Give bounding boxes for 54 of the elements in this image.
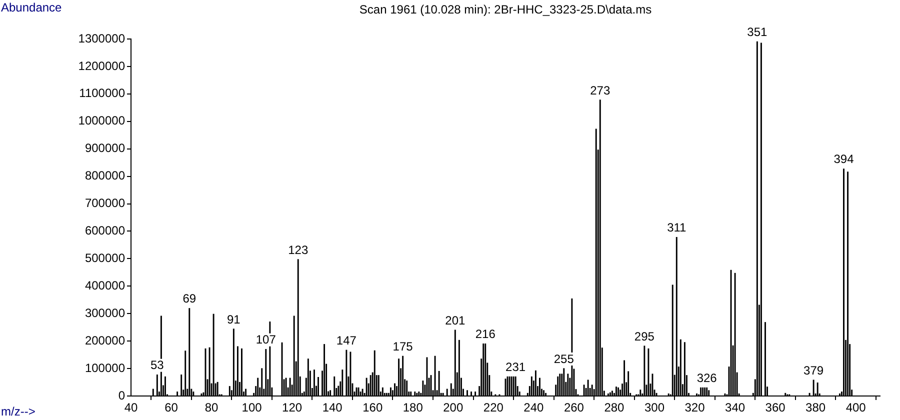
x-tick-label: 40 bbox=[124, 400, 138, 415]
y-tick-label: 800000 bbox=[84, 168, 126, 183]
x-tick-label: 280 bbox=[604, 400, 625, 415]
y-tick-label: 100000 bbox=[84, 360, 126, 375]
annotation: 201 bbox=[445, 313, 466, 328]
annotation: 147 bbox=[336, 333, 357, 348]
y-tick-label: 600000 bbox=[84, 224, 126, 238]
y-tick-label: 1200000 bbox=[78, 58, 126, 73]
x-tick-label: 100 bbox=[242, 400, 262, 415]
annotation: 231 bbox=[506, 360, 526, 374]
annotation: 295 bbox=[634, 329, 655, 344]
y-tick-label: 500000 bbox=[84, 251, 126, 266]
x-tick-label: 360 bbox=[765, 400, 786, 415]
x-tick-label: 340 bbox=[725, 400, 746, 415]
x-tick-label: 400 bbox=[846, 400, 866, 415]
annotation: 326 bbox=[696, 371, 718, 386]
x-tick-label: 220 bbox=[483, 400, 504, 415]
annotation: 107 bbox=[256, 332, 276, 347]
x-tick-label: 160 bbox=[362, 400, 383, 415]
x-tick-label: 80 bbox=[204, 400, 219, 415]
annotation: 175 bbox=[392, 339, 414, 354]
x-tick-label: 240 bbox=[524, 400, 544, 415]
x-tick-label: 380 bbox=[806, 400, 826, 415]
y-tick-label: 400000 bbox=[84, 278, 126, 292]
annotation: 53 bbox=[150, 358, 164, 372]
annotation: 379 bbox=[804, 363, 824, 378]
y-tick-label: 1000000 bbox=[78, 114, 126, 128]
y-axis-title: Abundance bbox=[1, 0, 62, 14]
annotation: 216 bbox=[475, 327, 496, 342]
annotation: 69 bbox=[182, 292, 196, 306]
x-tick-label: 180 bbox=[402, 400, 424, 415]
y-tick-label: 200000 bbox=[84, 333, 126, 348]
x-tick-label: 60 bbox=[164, 400, 178, 415]
annotation: 91 bbox=[227, 312, 241, 326]
annotation: 273 bbox=[590, 83, 610, 98]
y-tick-label: 1100000 bbox=[79, 86, 126, 100]
y-tick-label: 0 bbox=[118, 388, 126, 402]
y-tick-label: 300000 bbox=[84, 306, 126, 320]
annotation: 394 bbox=[834, 152, 854, 166]
x-tick-label: 260 bbox=[564, 400, 584, 415]
annotation: 123 bbox=[288, 242, 308, 257]
x-tick-label: 200 bbox=[443, 400, 464, 415]
y-tick-label: 700000 bbox=[84, 196, 126, 210]
x-tick-label: 300 bbox=[644, 400, 665, 415]
y-tick-label: 900000 bbox=[84, 141, 126, 156]
x-axis-title: m/z--> bbox=[1, 404, 36, 418]
chart-title: Scan 1961 (10.028 min): 2Br-HHC_3323-25.D\data.ms bbox=[359, 2, 652, 16]
annotation: 255 bbox=[554, 352, 574, 366]
x-tick-label: 320 bbox=[684, 400, 706, 415]
x-tick-label: 140 bbox=[322, 400, 343, 415]
annotation: 351 bbox=[747, 25, 768, 40]
annotation: 311 bbox=[667, 220, 687, 235]
x-tick-label: 120 bbox=[282, 400, 302, 415]
y-tick-label: 1300000 bbox=[78, 31, 126, 46]
